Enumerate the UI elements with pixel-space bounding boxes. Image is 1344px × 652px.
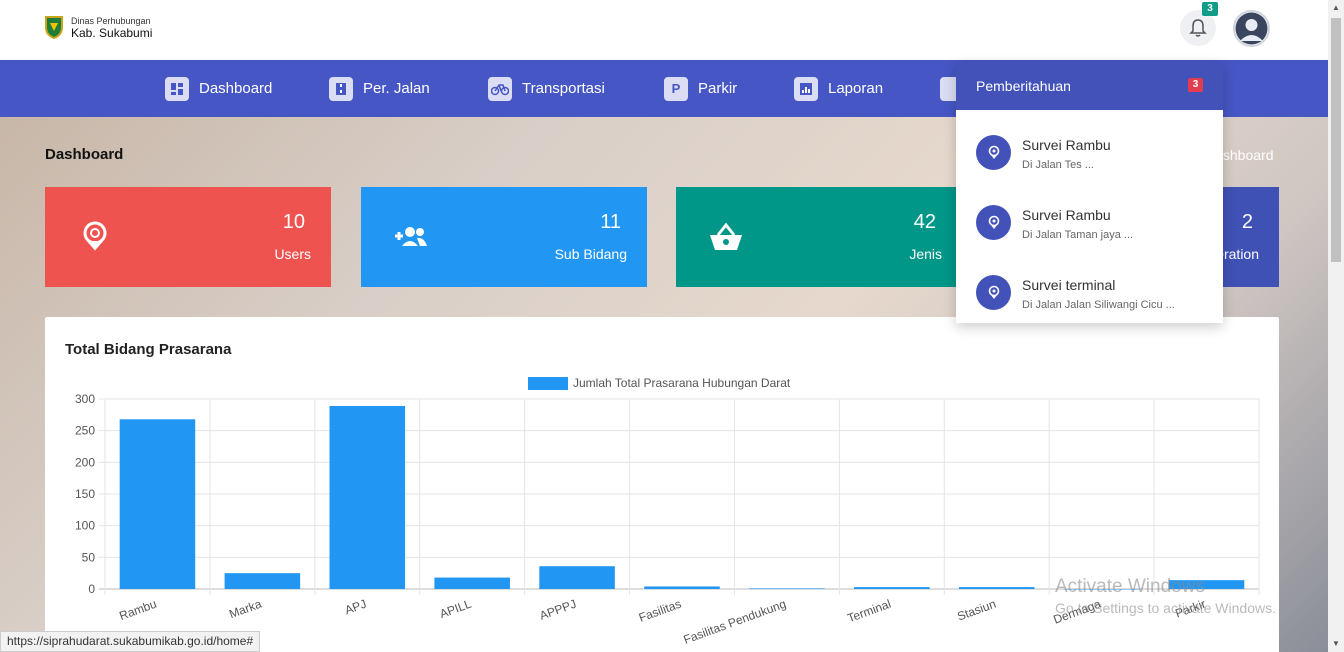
notification-item[interactable]: Survei terminal Di Jalan Jalan Siliwangi… bbox=[956, 260, 1223, 330]
x-tick-label: Marka bbox=[227, 597, 263, 622]
bell-icon bbox=[1189, 19, 1207, 37]
dropdown-header: Pemberitahuan 3 bbox=[956, 62, 1223, 110]
scroll-down-arrow-icon[interactable]: ▼ bbox=[1332, 639, 1340, 648]
parking-icon: P bbox=[664, 76, 688, 101]
x-tick-label: APPPJ bbox=[538, 597, 579, 623]
location-icon bbox=[976, 135, 1011, 170]
x-tick-label: Fasilitas bbox=[637, 597, 683, 625]
nav-item-transportasi[interactable]: Transportasi bbox=[488, 60, 605, 117]
logo-emblem-icon bbox=[45, 16, 63, 39]
nav-item-per-jalan[interactable]: Per. Jalan bbox=[329, 60, 430, 117]
bar-stasiun bbox=[958, 587, 1035, 589]
notification-item[interactable]: Survei Rambu Di Jalan Tes ... bbox=[956, 120, 1223, 190]
panel-title: Total Bidang Prasarana bbox=[65, 341, 232, 358]
vertical-scrollbar[interactable]: ▲ ▼ bbox=[1328, 0, 1344, 652]
dropdown-count-badge: 3 bbox=[1188, 78, 1203, 92]
road-icon bbox=[329, 76, 353, 101]
stat-card-jenis[interactable]: 42 Jenis bbox=[676, 187, 962, 287]
nav-item-label: Per. Jalan bbox=[363, 80, 430, 97]
logo-line2: Kab. Sukabumi bbox=[71, 25, 153, 40]
stat-label: Sub Bidang bbox=[554, 246, 627, 262]
site-logo[interactable]: Dinas Perhubungan Kab. Sukabumi bbox=[44, 15, 152, 39]
bar-apj bbox=[329, 405, 406, 589]
bar-terminal bbox=[854, 587, 930, 589]
nav-item-label: Transportasi bbox=[522, 80, 605, 97]
y-tick-label: 250 bbox=[75, 424, 95, 438]
bar-chart: 0 50 100 150 200 250 300 Rambu Marka APJ APILL APPP… bbox=[75, 376, 1260, 647]
status-bar-url: https://siprahudarat.sukabumikab.go.id/h… bbox=[0, 631, 261, 652]
bicycle-icon bbox=[488, 76, 512, 101]
stat-label: Jenis bbox=[909, 246, 942, 262]
nav-item-label: Laporan bbox=[828, 80, 884, 97]
user-avatar-icon bbox=[1235, 12, 1268, 45]
y-tick-label: 200 bbox=[75, 455, 95, 469]
stat-card-users[interactable]: 10 Users bbox=[45, 187, 331, 287]
top-header: Dinas Perhubungan Kab. Sukabumi 3 bbox=[0, 0, 1328, 60]
legend-swatch bbox=[528, 377, 568, 390]
notification-dropdown: Pemberitahuan 3 Survei Rambu Di Jalan Te… bbox=[956, 62, 1223, 323]
stat-value: 42 bbox=[913, 211, 936, 233]
notification-subtitle: Di Jalan Taman jaya ... bbox=[1022, 229, 1134, 241]
y-tick-label: 0 bbox=[88, 582, 95, 596]
x-tick-label: Fasilitas Pendukung bbox=[682, 597, 788, 647]
notification-subtitle: Di Jalan Jalan Siliwangi Cicu ... bbox=[1022, 299, 1175, 311]
bar-apill bbox=[434, 577, 510, 589]
bar-parkir bbox=[1168, 580, 1245, 589]
chart-panel: Total Bidang Prasarana 0 50 100 150 200 250 30… bbox=[45, 317, 1279, 652]
bar-apppj bbox=[539, 566, 615, 589]
stat-card-sub-bidang[interactable]: 11 Sub Bidang bbox=[361, 187, 647, 287]
x-tick-label: Terminal bbox=[845, 597, 892, 626]
bar-marka bbox=[224, 573, 301, 589]
nav-item-label: Dashboard bbox=[199, 80, 273, 97]
bar-rambu bbox=[119, 419, 196, 589]
report-icon bbox=[794, 76, 818, 101]
location-pin-icon bbox=[83, 221, 107, 251]
dashboard-icon bbox=[165, 76, 189, 101]
watermark-line2: Go to Settings to activate Windows. bbox=[1055, 600, 1276, 616]
basket-icon bbox=[710, 222, 742, 250]
notification-subtitle: Di Jalan Tes ... bbox=[1022, 159, 1094, 171]
nav-item-label: Parkir bbox=[698, 80, 738, 97]
x-tick-label: Rambu bbox=[117, 597, 158, 623]
location-icon bbox=[976, 205, 1011, 240]
bar-dermaga bbox=[1063, 589, 1140, 590]
notification-count-badge: 3 bbox=[1202, 2, 1218, 16]
stat-value: 11 bbox=[600, 211, 621, 233]
x-tick-label: APJ bbox=[343, 597, 368, 618]
y-tick-label: 50 bbox=[82, 550, 96, 564]
nav-item-dashboard[interactable]: Dashboard bbox=[165, 60, 272, 117]
notification-title: Survei Rambu bbox=[1022, 207, 1111, 223]
x-tick-label: Stasiun bbox=[955, 597, 997, 624]
notification-title: Survei terminal bbox=[1022, 277, 1116, 293]
watermark-line1: Activate Windows bbox=[1055, 576, 1205, 597]
stat-value: 2 bbox=[1241, 211, 1253, 233]
y-tick-label: 100 bbox=[75, 519, 95, 533]
x-tick-label: APILL bbox=[438, 597, 474, 621]
notification-title: Survei Rambu bbox=[1022, 137, 1111, 153]
page-title: Dashboard bbox=[45, 146, 124, 163]
y-tick-label: 150 bbox=[75, 487, 95, 501]
logo-line1: Dinas Perhubungan bbox=[71, 15, 151, 26]
nav-item-laporan[interactable]: Laporan bbox=[794, 60, 883, 117]
y-tick-label: 300 bbox=[75, 392, 95, 406]
bar-fasilitas-pendukung bbox=[749, 588, 825, 589]
notification-item[interactable]: Survei Rambu Di Jalan Taman jaya ... bbox=[956, 190, 1223, 260]
scroll-thumb[interactable] bbox=[1331, 18, 1341, 262]
add-users-icon bbox=[395, 227, 427, 246]
notification-button[interactable] bbox=[1180, 10, 1216, 46]
legend-label: Jumlah Total Prasarana Hubungan Darat bbox=[573, 376, 791, 390]
dropdown-title: Pemberitahuan bbox=[976, 78, 1071, 94]
stat-value: 10 bbox=[282, 211, 305, 233]
stat-label: Users bbox=[274, 246, 311, 262]
scroll-up-arrow-icon[interactable]: ▲ bbox=[1332, 3, 1340, 12]
bar-fasilitas bbox=[644, 586, 720, 589]
nav-item-parkir[interactable]: P Parkir bbox=[664, 60, 737, 117]
windows-activation-watermark: Activate Windows Go to Settings to activ… bbox=[1055, 576, 1276, 616]
location-icon bbox=[976, 275, 1011, 310]
user-avatar[interactable] bbox=[1233, 10, 1270, 47]
